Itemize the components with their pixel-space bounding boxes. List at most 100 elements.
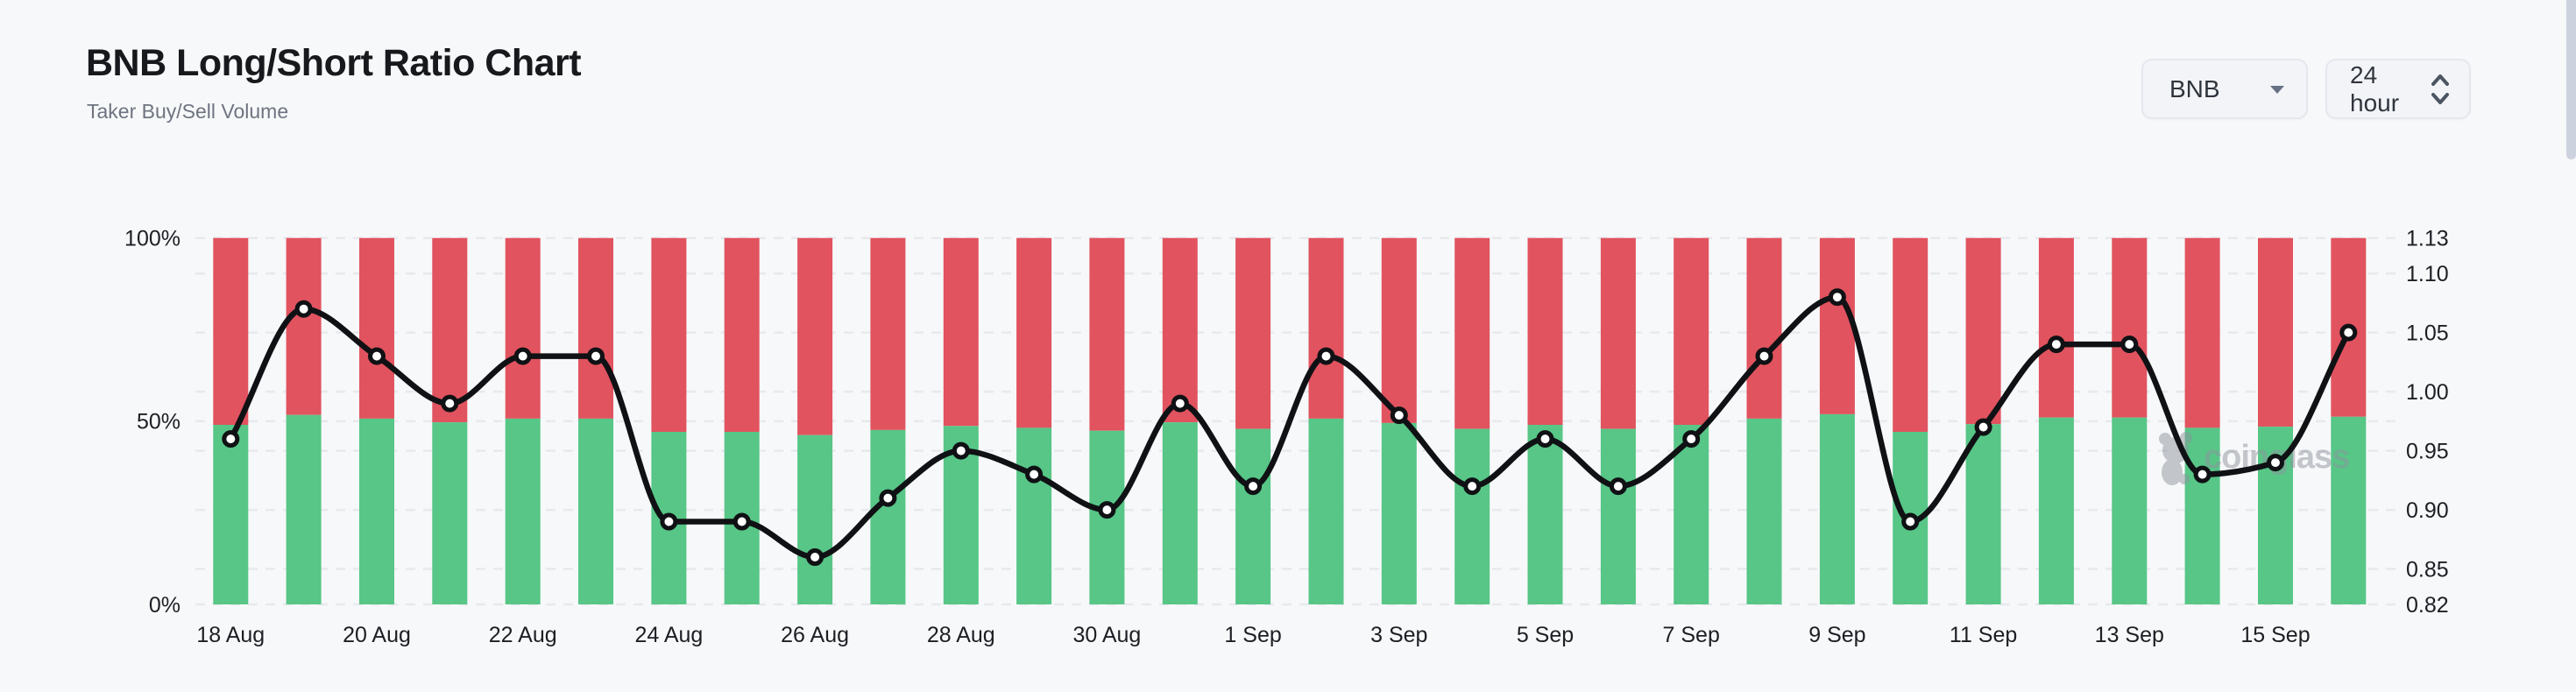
x-axis-tick-label: 5 Sep	[1517, 623, 1574, 647]
short-volume-bar	[2184, 237, 2220, 428]
long-volume-bar	[1965, 424, 2001, 604]
scrollbar-thumb[interactable]	[2566, 0, 2576, 159]
long-volume-bar	[797, 434, 833, 604]
ratio-point	[2267, 454, 2284, 472]
ratio-line	[228, 293, 2352, 561]
volume-bars	[213, 237, 2367, 604]
short-volume-bar	[1893, 237, 1928, 432]
short-volume-bar	[1746, 237, 1782, 419]
long-volume-bar	[1016, 427, 1052, 604]
axis-labels: 0% 50% 100% 0.82 0.85 0.90 0.95 1.00 1.05 1.10 1.1…	[124, 226, 2449, 647]
ratio-point	[1171, 394, 1189, 413]
long-volume-bar	[1746, 418, 1782, 604]
long-volume-bar	[1454, 428, 1490, 604]
long-volume-bar	[2038, 417, 2074, 604]
long-volume-bar	[505, 418, 541, 604]
long-volume-bar	[2184, 427, 2220, 604]
x-axis-tick-label: 20 Aug	[343, 623, 411, 647]
right-axis-tick-label: 0.85	[2406, 557, 2449, 582]
short-volume-bar	[213, 237, 249, 425]
x-axis-tick-label: 1 Sep	[1224, 623, 1281, 647]
ratio-point	[879, 489, 897, 507]
ratio-point	[952, 441, 970, 460]
long-volume-bar	[213, 425, 249, 604]
short-volume-bar	[1819, 237, 1855, 414]
ratio-point	[1682, 430, 1701, 448]
ratio-point	[1463, 477, 1482, 496]
ratio-point	[1317, 347, 1335, 365]
symbol-select[interactable]: BNB	[2141, 59, 2308, 119]
long-volume-bar	[1162, 422, 1198, 604]
short-volume-bar	[1965, 237, 2001, 425]
ratio-point	[294, 300, 313, 318]
ratio-point	[2120, 335, 2139, 354]
symbol-select-value: BNB	[2169, 74, 2220, 102]
short-volume-bar	[2038, 237, 2074, 418]
long-volume-bar	[1308, 418, 1344, 604]
short-volume-bar	[1674, 237, 1709, 425]
short-volume-bar	[1527, 237, 1563, 425]
ratio-point	[513, 347, 532, 365]
ratio-point	[1098, 501, 1116, 519]
ratio-point	[660, 512, 678, 531]
ratio-point	[1244, 477, 1263, 496]
left-axis-tick-label: 50%	[137, 410, 180, 434]
long-volume-bar	[2331, 416, 2367, 604]
short-volume-bar	[870, 237, 906, 430]
ratio-point	[1901, 512, 1920, 531]
short-volume-bar	[2112, 237, 2148, 418]
ratio-point	[2339, 323, 2358, 342]
ratio-point	[1755, 347, 1773, 365]
ratio-point	[1828, 288, 1846, 307]
short-volume-bar	[578, 237, 613, 419]
long-volume-bar	[286, 414, 322, 604]
long-volume-bar	[432, 422, 468, 604]
short-volume-bar	[1454, 237, 1490, 429]
left-axis-tick-label: 0%	[149, 593, 180, 618]
short-volume-bar	[359, 237, 394, 419]
right-axis-tick-label: 1.05	[2406, 321, 2449, 345]
long-volume-bar	[1381, 422, 1417, 604]
x-axis-tick-label: 26 Aug	[781, 623, 849, 647]
left-axis-tick-label: 100%	[124, 226, 180, 251]
ratio-point	[368, 347, 386, 365]
right-axis-tick-label: 0.95	[2406, 439, 2449, 463]
short-volume-bar	[505, 237, 541, 419]
right-axis-tick-label: 0.82	[2406, 593, 2449, 618]
ratio-point	[1609, 477, 1627, 496]
short-volume-bar	[1308, 237, 1344, 419]
right-axis-tick-label: 1.10	[2406, 262, 2449, 286]
x-axis-tick-label: 9 Sep	[1808, 623, 1865, 647]
x-axis-tick-label: 11 Sep	[1950, 623, 2017, 647]
ratio-point	[2193, 465, 2212, 484]
right-axis-tick-label: 1.13	[2406, 226, 2449, 251]
short-volume-bar	[1235, 237, 1271, 429]
ratio-point	[441, 394, 459, 413]
chevron-down-icon	[2268, 83, 2287, 95]
short-volume-bar	[724, 237, 760, 432]
long-volume-bar	[578, 418, 613, 604]
long-volume-bar	[870, 429, 906, 604]
right-axis-tick-label: 0.90	[2406, 498, 2449, 523]
short-volume-bar	[943, 237, 979, 427]
long-volume-bar	[1674, 425, 1709, 604]
long-volume-bar	[1600, 428, 1636, 604]
up-down-chevrons-icon	[2429, 71, 2452, 108]
long-volume-bar	[1527, 425, 1563, 604]
ratio-point	[732, 512, 751, 531]
x-axis-tick-label: 3 Sep	[1370, 623, 1427, 647]
short-volume-bar	[797, 237, 833, 435]
x-axis-tick-label: 28 Aug	[927, 623, 995, 647]
interval-select[interactable]: 24 hour	[2325, 59, 2471, 119]
short-volume-bar	[432, 237, 468, 423]
x-axis-tick-label: 24 Aug	[634, 623, 703, 647]
ratio-point	[1390, 406, 1408, 425]
ratio-markers	[222, 288, 2358, 566]
x-axis-tick-label: 30 Aug	[1072, 623, 1141, 647]
short-volume-bar	[1089, 237, 1125, 431]
x-axis-tick-label: 7 Sep	[1663, 623, 1720, 647]
short-volume-bar	[2258, 237, 2293, 427]
page-title: BNB Long/Short Ratio Chart	[86, 42, 582, 84]
